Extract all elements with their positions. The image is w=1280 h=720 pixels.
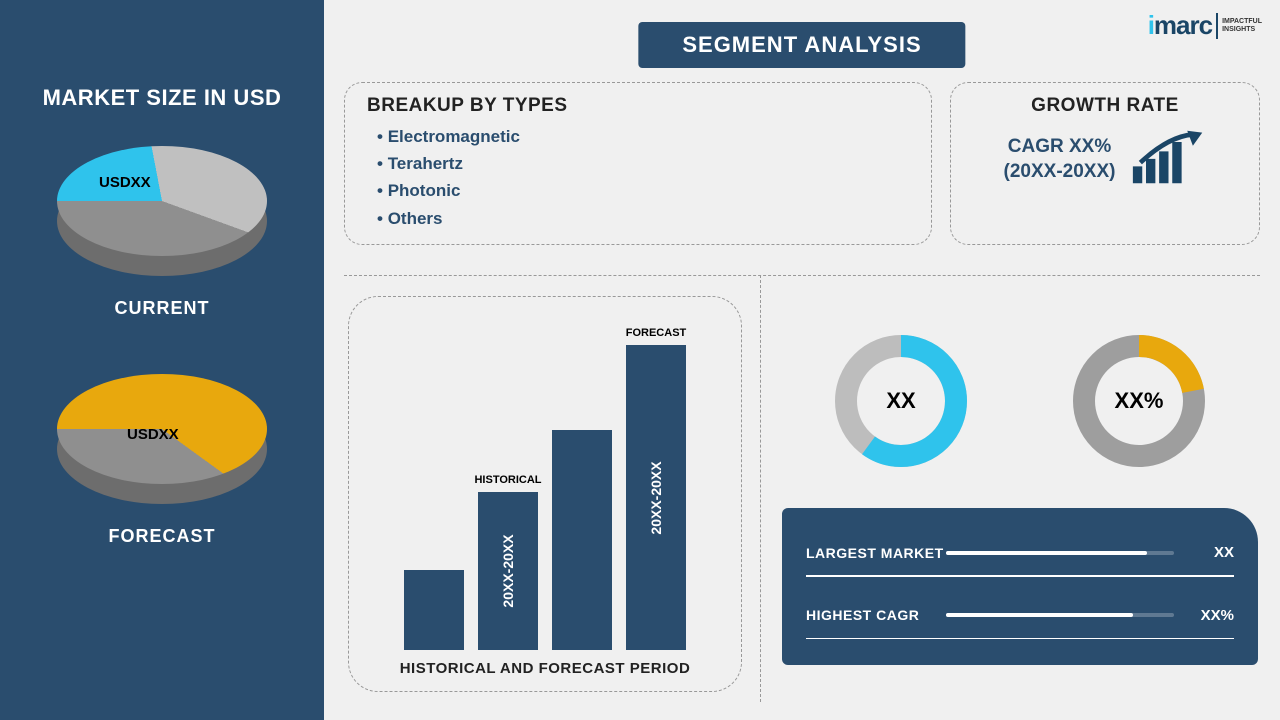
stat-row: LARGEST MARKET XX (806, 544, 1234, 561)
pie-chart: USDXX CURRENT (57, 146, 267, 319)
chart-bar (552, 430, 612, 650)
stat-label: LARGEST MARKET (806, 545, 946, 561)
brand-logo: imarc IMPACTFULINSIGHTS (1148, 10, 1262, 41)
pie-chart: USDXX FORECAST (57, 374, 267, 547)
breakup-heading: BREAKUP BY TYPES (367, 95, 909, 117)
stat-row: HIGHEST CAGR XX% (806, 607, 1234, 624)
donut-label: XX (886, 388, 915, 414)
hist-caption: HISTORICAL AND FORECAST PERIOD (400, 660, 691, 677)
sidebar-title: MARKET SIZE IN USD (43, 85, 282, 111)
donut-label: XX% (1115, 388, 1164, 414)
pie-value-label: USDXX (99, 174, 151, 191)
divider-horizontal (344, 275, 1260, 276)
breakup-item: Others (377, 205, 909, 232)
historical-forecast-chart: HISTORICAL20XX-20XX FORECAST20XX-20XX HIS… (348, 296, 742, 692)
main-panel: imarc IMPACTFULINSIGHTS SEGMENT ANALYSIS… (324, 0, 1280, 720)
pie-caption: FORECAST (109, 526, 216, 547)
chart-bar (404, 570, 464, 650)
page-title: SEGMENT ANALYSIS (638, 22, 965, 68)
chart-bar: HISTORICAL20XX-20XX (478, 492, 538, 650)
pie-caption: CURRENT (115, 298, 210, 319)
growth-heading: GROWTH RATE (1031, 95, 1179, 117)
donut-chart: XX% (1064, 326, 1214, 476)
breakup-item: Electromagnetic (377, 123, 909, 150)
breakup-item: Photonic (377, 177, 909, 204)
stat-value: XX% (1184, 607, 1234, 624)
divider-vertical (760, 275, 761, 702)
breakup-item: Terahertz (377, 150, 909, 177)
stat-value: XX (1184, 544, 1234, 561)
breakup-box: BREAKUP BY TYPES ElectromagneticTerahert… (344, 82, 932, 245)
breakup-list: ElectromagneticTerahertzPhotonicOthers (367, 123, 909, 232)
growth-bars-arrow-icon (1131, 127, 1206, 192)
chart-bar: FORECAST20XX-20XX (626, 345, 686, 650)
growth-box: GROWTH RATE CAGR XX% (20XX-20XX) (950, 82, 1260, 245)
sidebar: MARKET SIZE IN USD USDXX CURRENT USDXX FORE… (0, 0, 324, 720)
cagr-text: CAGR XX% (20XX-20XX) (1004, 135, 1116, 184)
stat-label: HIGHEST CAGR (806, 607, 946, 623)
donut-chart: XX (826, 326, 976, 476)
pie-value-label: USDXX (127, 426, 179, 443)
right-stats-area: XX XX% LARGEST MARKET XX HIGHEST CAGR XX% (782, 296, 1258, 702)
stat-panel: LARGEST MARKET XX HIGHEST CAGR XX% (782, 508, 1258, 665)
